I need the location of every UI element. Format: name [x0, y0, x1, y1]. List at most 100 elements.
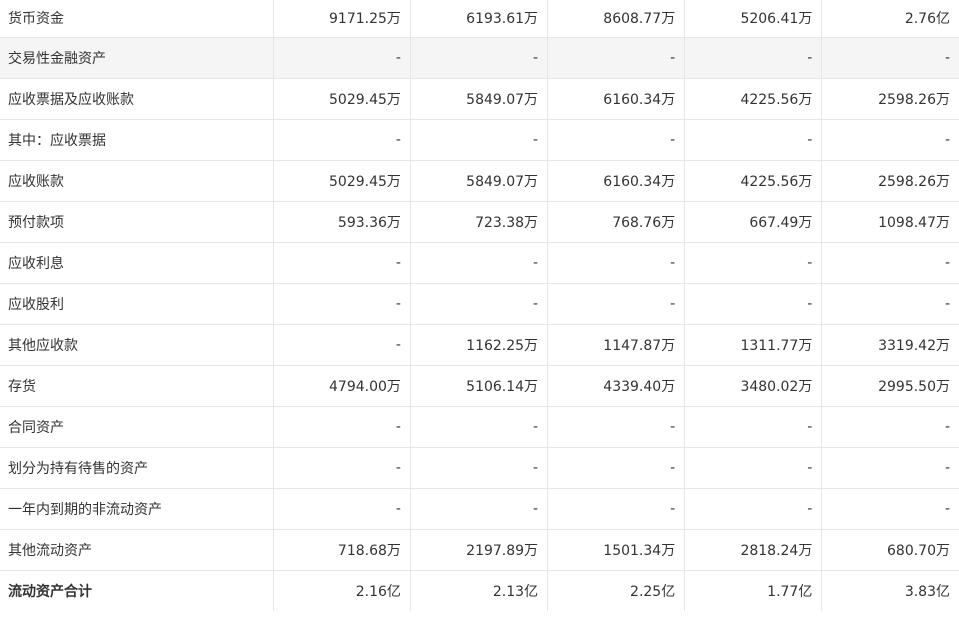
cell-value: 5206.41万 — [684, 0, 823, 38]
cell-value: - — [410, 283, 549, 325]
cell-value: 1162.25万 — [410, 324, 549, 366]
table-row[interactable]: 货币资金 9171.25万 6193.61万 8608.77万 5206.41万 2.76… — [0, 0, 959, 38]
row-label: 应收票据及应收账款 — [0, 78, 274, 120]
cell-value: - — [547, 119, 686, 161]
cell-value: 6160.34万 — [547, 78, 686, 120]
cell-value: 1098.47万 — [821, 201, 959, 243]
cell-value: 2197.89万 — [410, 529, 549, 571]
cell-value: 593.36万 — [273, 201, 411, 243]
cell-value: 2.16亿 — [273, 570, 411, 611]
cell-value: 718.68万 — [273, 529, 411, 571]
cell-value: 1311.77万 — [684, 324, 823, 366]
cell-value: 667.49万 — [684, 201, 823, 243]
row-label: 流动资产合计 — [0, 570, 274, 611]
table-row[interactable]: 预付款项 593.36万 723.38万 768.76万 667.49万 1098.47万 — [0, 201, 959, 243]
cell-value: - — [273, 488, 411, 530]
cell-value: - — [547, 283, 686, 325]
cell-value: - — [273, 406, 411, 448]
cell-value: - — [273, 242, 411, 284]
cell-value: 5029.45万 — [273, 78, 411, 120]
row-label: 其中：应收票据 — [0, 119, 274, 161]
table-row[interactable]: 存货 4794.00万 5106.14万 4339.40万 3480.02万 2995.5… — [0, 365, 959, 407]
cell-value: 2.76亿 — [821, 0, 959, 38]
row-label: 合同资产 — [0, 406, 274, 448]
table-row[interactable]: 应收股利 - - - - - — [0, 283, 959, 325]
cell-value: - — [273, 324, 411, 366]
row-label: 存货 — [0, 365, 274, 407]
cell-value: - — [684, 37, 823, 79]
cell-value: - — [547, 242, 686, 284]
cell-value: 9171.25万 — [273, 0, 411, 38]
cell-value: 5849.07万 — [410, 78, 549, 120]
cell-value: 6193.61万 — [410, 0, 549, 38]
cell-value: 4339.40万 — [547, 365, 686, 407]
cell-value: - — [821, 283, 959, 325]
cell-value: - — [273, 119, 411, 161]
cell-value: - — [410, 37, 549, 79]
cell-value: - — [821, 37, 959, 79]
cell-value: 3480.02万 — [684, 365, 823, 407]
table-row[interactable]: 合同资产 - - - - - — [0, 406, 959, 448]
cell-value: - — [684, 119, 823, 161]
cell-value: 2818.24万 — [684, 529, 823, 571]
row-label: 应收利息 — [0, 242, 274, 284]
cell-value: 2995.50万 — [821, 365, 959, 407]
cell-value: 8608.77万 — [547, 0, 686, 38]
row-label: 其他应收款 — [0, 324, 274, 366]
cell-value: 680.70万 — [821, 529, 959, 571]
cell-value: 2.25亿 — [547, 570, 686, 611]
cell-value: - — [547, 37, 686, 79]
cell-value: - — [684, 283, 823, 325]
cell-value: 1501.34万 — [547, 529, 686, 571]
row-label: 交易性金融资产 — [0, 37, 274, 79]
cell-value: - — [273, 283, 411, 325]
cell-value: 2.13亿 — [410, 570, 549, 611]
cell-value: 3.83亿 — [904, 583, 950, 600]
cell-value: 768.76万 — [547, 201, 686, 243]
cell-value: - — [821, 242, 959, 284]
table-row[interactable]: 交易性金融资产 - - - - - — [0, 37, 959, 79]
cell-value: 6160.34万 — [547, 160, 686, 202]
row-label: 货币资金 — [0, 0, 274, 38]
cell-value: - — [410, 242, 549, 284]
cell-value: 4794.00万 — [273, 365, 411, 407]
cell-value: - — [821, 447, 959, 489]
cell-value: 1.77亿 — [684, 570, 823, 611]
table-row[interactable]: 应收票据及应收账款 5029.45万 5849.07万 6160.34万 4225.56… — [0, 78, 959, 120]
cell-value: - — [684, 488, 823, 530]
row-label: 应收股利 — [0, 283, 274, 325]
row-label: 预付款项 — [0, 201, 274, 243]
cell-value: - — [547, 406, 686, 448]
cell-value: 3319.42万 — [821, 324, 959, 366]
cell-value: - — [821, 119, 959, 161]
row-label: 一年内到期的非流动资产 — [0, 488, 274, 530]
cell-value: 5849.07万 — [410, 160, 549, 202]
table-row[interactable]: 其中：应收票据 - - - - - — [0, 119, 959, 161]
cell-value: - — [684, 447, 823, 489]
cell-value: - — [410, 447, 549, 489]
cell-value: 2598.26万 — [821, 160, 959, 202]
cell-value: - — [821, 406, 959, 448]
row-label: 划分为持有待售的资产 — [0, 447, 274, 489]
cell-value: - — [273, 37, 411, 79]
table-row[interactable]: 应收账款 5029.45万 5849.07万 6160.34万 4225.56万 2598… — [0, 160, 959, 202]
cell-value: - — [547, 488, 686, 530]
cell-value: 5106.14万 — [410, 365, 549, 407]
row-label: 其他流动资产 — [0, 529, 274, 571]
cell-value: 4225.56万 — [684, 78, 823, 120]
table-row[interactable]: 一年内到期的非流动资产 - - - - - — [0, 488, 959, 530]
table-row[interactable]: 其他应收款 -1162.25万 1147.87万 1311.77万 3319.42万 — [0, 324, 959, 366]
row-label: 应收账款 — [0, 160, 274, 202]
table-row[interactable]: 划分为持有待售的资产 - - - - - — [0, 447, 959, 489]
cell-value: 4225.56万 — [684, 160, 823, 202]
cell-value: 1147.87万 — [547, 324, 686, 366]
table-row[interactable]: 其他流动资产 718.68万 2197.89万 1501.34万 2818.24万 680… — [0, 529, 959, 571]
cell-value: - — [410, 488, 549, 530]
cell-value: - — [821, 488, 959, 530]
cell-value: 723.38万 — [410, 201, 549, 243]
cell-value: - — [684, 242, 823, 284]
table-row[interactable]: 流动资产合计 2.16亿 2.13亿 2.25亿 1.77亿 3.83亿 — [0, 570, 959, 611]
table-row[interactable]: 应收利息 - - - - - — [0, 242, 959, 284]
